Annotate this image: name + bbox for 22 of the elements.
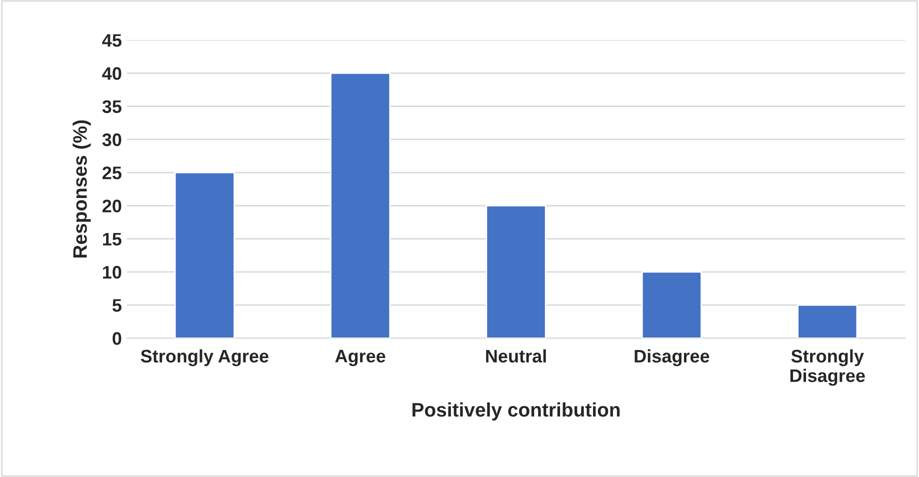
y-axis-title: Responses (%) xyxy=(72,120,91,258)
bar xyxy=(330,72,391,338)
bar xyxy=(174,172,235,338)
x-tick-label: Strongly Disagree xyxy=(790,349,865,386)
bar xyxy=(641,271,702,338)
y-tick-label: 15 xyxy=(103,232,122,246)
x-tick-label: Agree xyxy=(335,350,386,366)
y-tick-label: 45 xyxy=(102,34,122,47)
y-tick-label: 20 xyxy=(102,200,122,212)
y-tick-label: 10 xyxy=(103,266,122,279)
y-tick-label: 25 xyxy=(102,166,122,180)
x-tick-label: Neutral xyxy=(486,349,546,363)
y-tick-label: 30 xyxy=(102,133,122,146)
y-tick-label: 40 xyxy=(102,67,122,80)
x-tick-label: Strongly Agree xyxy=(140,349,268,366)
bar xyxy=(486,205,546,338)
x-axis-title: Positively contribution xyxy=(412,402,620,421)
y-tick-label: 5 xyxy=(112,299,122,312)
y-tick-label: 35 xyxy=(102,100,122,114)
x-tick-label: Disagree xyxy=(634,349,710,366)
bar xyxy=(797,304,858,338)
y-tick-label: 0 xyxy=(112,332,122,345)
